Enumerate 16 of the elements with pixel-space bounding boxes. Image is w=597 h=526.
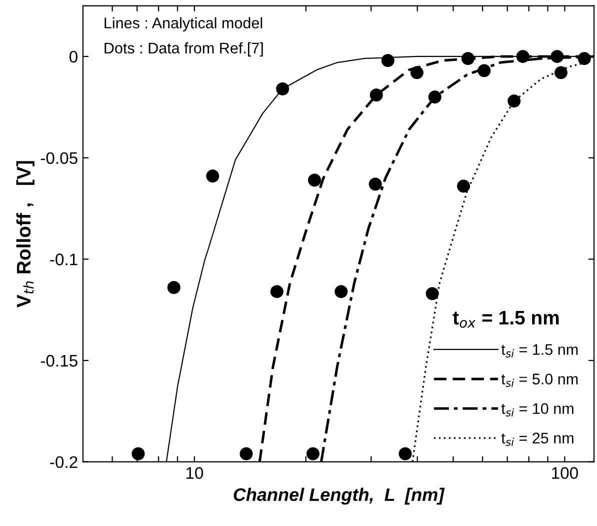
y-tick-label: -0.1 bbox=[50, 254, 78, 266]
annotation: Dots : Data from Ref.[7] bbox=[104, 42, 263, 57]
y-tick-label: -0.2 bbox=[50, 456, 78, 468]
y-axis-title: V$_{th}$ Rolloff , [V] bbox=[16, 161, 34, 308]
legend-label: t$_{si}$ = 10 nm bbox=[501, 403, 574, 416]
x-axis-title: Channel Length, L [nm] bbox=[234, 488, 445, 505]
legend-title: t$_{ox}$ = 1.5 nm bbox=[452, 311, 559, 328]
y-tick-label: 0 bbox=[70, 50, 78, 63]
y-tick-label: -0.05 bbox=[40, 152, 78, 164]
legend-label: t$_{si}$ = 1.5 nm bbox=[501, 344, 578, 358]
x-tick-label: 100 bbox=[552, 467, 578, 479]
legend-label: t$_{si}$ = 5.0 nm bbox=[501, 374, 578, 387]
x-tick-label: 10 bbox=[186, 467, 204, 479]
legend-label: t$_{si}$ = 25 nm bbox=[501, 432, 574, 446]
annotation: Lines : Analytical model bbox=[104, 17, 262, 32]
y-tick-label: -0.15 bbox=[40, 354, 78, 367]
